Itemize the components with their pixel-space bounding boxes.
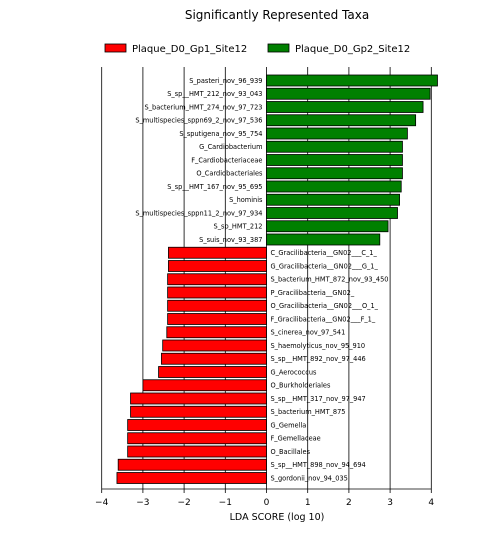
bar-label: S_sp__HMT_898_nov_94_694 (271, 461, 366, 469)
bar (161, 352, 267, 365)
bar (127, 445, 267, 458)
bar (167, 299, 267, 312)
bar (117, 458, 267, 471)
bar-label: S_hominis (229, 196, 263, 204)
x-tick-label: 4 (428, 498, 434, 508)
bar-label: S_multispecies_sppn11_2_nov_97_934 (135, 209, 262, 217)
bar-label: G_Gracilibacteria__GN02___G_1_ (271, 262, 379, 270)
legend-swatch-gp2 (267, 43, 290, 53)
bar (158, 366, 267, 378)
bar (266, 140, 403, 153)
bar (168, 246, 267, 259)
legend-label-gp1: Plaque_D0_Gp1_Site12 (132, 44, 247, 55)
bar (266, 167, 403, 180)
bar (266, 127, 408, 140)
bar-label: C_Gracilibacteria__GN02___C_1_ (271, 249, 378, 257)
bar-label: O_Bacillales (271, 448, 311, 456)
bar-label: P_Gracilibacteria__GN02_ (271, 289, 355, 297)
bar-label: S_bacterium_HMT_875 (271, 408, 346, 416)
legend-swatch-gp1 (104, 43, 127, 53)
bar-label: S_sp__HMT_892_nov_97_446 (271, 355, 366, 363)
legend: Plaque_D0_Gp1_Site12 Plaque_D0_Gp2_Site1… (104, 43, 410, 55)
x-tick-label: 2 (346, 498, 352, 508)
bar (266, 220, 389, 233)
x-tick-label: 3 (387, 498, 393, 508)
bar (162, 339, 267, 352)
bar-label: O_Gracilibacteria__GN02___O_1_ (271, 302, 379, 310)
bar (266, 180, 402, 193)
bar-label: S_multispecies_sppn69_2_nov_97_536 (135, 117, 262, 125)
bar-labels: S_pasteri_nov_96_939 S_sp__HMT_212_nov_93… (135, 77, 389, 482)
bar (127, 432, 267, 445)
bar-label: S_sp__HMT_317_nov_97_947 (271, 395, 366, 403)
x-axis: −4 −3 −2 −1 0 1 2 3 4 (95, 488, 434, 508)
bar-label: G_Gemella (271, 421, 307, 429)
bar (266, 87, 431, 100)
x-axis-title: LDA SCORE (log 10) (230, 512, 325, 523)
bar-label: O_Burkholderiales (271, 382, 331, 390)
bar (130, 405, 267, 418)
bar (167, 273, 267, 286)
bar-label: S_sp_HMT_212 (214, 223, 263, 231)
bar (266, 233, 381, 246)
bar-label: F_Gemellaceae (271, 435, 321, 443)
x-tick-label: −3 (136, 498, 149, 508)
bar (266, 154, 403, 166)
bar-label: O_Cardiobacteriales (196, 170, 263, 178)
bar (130, 392, 267, 405)
bar (116, 472, 267, 484)
x-tick-label: 1 (305, 498, 311, 508)
bar-label: G_Cardiobacterium (199, 143, 262, 151)
x-tick-label: 0 (264, 498, 270, 508)
bar-label: S_haemolyticus_nov_95_910 (271, 342, 366, 350)
bar-label: S_sputigena_nov_95_754 (179, 130, 262, 138)
bar-label: F_Cardiobacteriaceae (191, 156, 262, 164)
bar (266, 193, 400, 206)
bar (166, 326, 267, 339)
bar-label: S_sp__HMT_212_nov_93_043 (167, 90, 262, 98)
bar-label: S_sp__HMT_167_nov_95_695 (167, 183, 262, 191)
bar-label: S_suis_nov_93_387 (199, 236, 262, 244)
chart-title: Significantly Represented Taxa (185, 8, 369, 22)
bar (266, 114, 417, 127)
bar-label: S_cinerea_nov_97_541 (271, 329, 346, 337)
x-tick-label: −1 (219, 498, 232, 508)
x-tick-label: −4 (95, 498, 109, 508)
bar-label: S_pasteri_nov_96_939 (189, 77, 262, 85)
bars (116, 74, 438, 484)
bar (167, 286, 267, 299)
bar (142, 379, 267, 392)
bar-label: S_bacterium_HMT_274_nov_97_723 (145, 103, 263, 111)
bar (266, 207, 398, 219)
bar-label: S_gordonii_nov_94_035 (271, 474, 348, 482)
bar (167, 313, 267, 325)
legend-label-gp2: Plaque_D0_Gp2_Site12 (295, 44, 410, 55)
bar (266, 101, 424, 113)
bar (266, 74, 438, 87)
bar-label: F_Gracilibacteria__GN02___F_1_ (271, 315, 376, 323)
x-tick-label: −2 (177, 498, 190, 508)
bar-label: S_bacterium_HMT_872_nov_93_450 (271, 276, 389, 284)
bar (127, 419, 267, 431)
bar-label: G_Aerococcus (271, 368, 318, 376)
bar (168, 260, 267, 272)
